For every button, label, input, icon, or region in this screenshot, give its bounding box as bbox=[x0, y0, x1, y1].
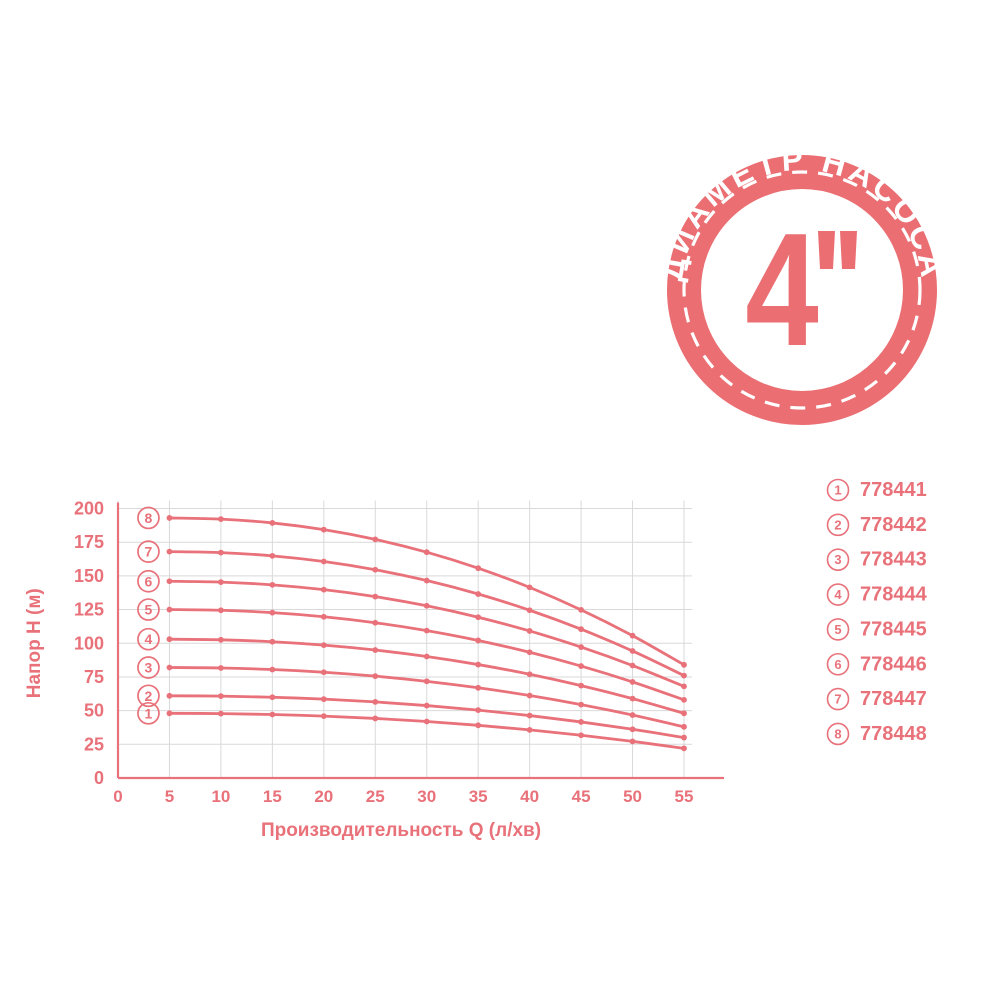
svg-text:778443: 778443 bbox=[860, 549, 927, 571]
svg-text:25: 25 bbox=[366, 787, 385, 806]
svg-text:45: 45 bbox=[572, 787, 591, 806]
svg-text:778447: 778447 bbox=[860, 688, 927, 710]
svg-text:778442: 778442 bbox=[860, 514, 927, 536]
svg-text:35: 35 bbox=[469, 787, 488, 806]
svg-text:15: 15 bbox=[263, 787, 282, 806]
svg-text:40: 40 bbox=[520, 787, 539, 806]
svg-text:5: 5 bbox=[145, 602, 153, 618]
svg-text:Производительность Q (л/хв): Производительность Q (л/хв) bbox=[261, 820, 541, 841]
svg-text:7: 7 bbox=[145, 544, 153, 560]
svg-text:778448: 778448 bbox=[860, 723, 927, 745]
svg-text:150: 150 bbox=[74, 566, 104, 586]
svg-text:50: 50 bbox=[84, 701, 104, 721]
svg-text:2: 2 bbox=[145, 688, 153, 704]
svg-text:4: 4 bbox=[145, 631, 153, 647]
svg-text:778446: 778446 bbox=[860, 653, 927, 675]
svg-text:125: 125 bbox=[74, 600, 104, 620]
svg-text:6: 6 bbox=[834, 657, 841, 672]
svg-text:20: 20 bbox=[314, 787, 333, 806]
svg-text:1: 1 bbox=[834, 483, 841, 498]
svg-text:5: 5 bbox=[834, 622, 841, 637]
svg-text:778441: 778441 bbox=[860, 479, 927, 501]
svg-text:Напор Н (м): Напор Н (м) bbox=[24, 588, 45, 698]
svg-text:3: 3 bbox=[145, 660, 153, 676]
svg-text:5: 5 bbox=[165, 787, 174, 806]
svg-text:8: 8 bbox=[145, 510, 153, 526]
svg-text:778445: 778445 bbox=[860, 618, 927, 640]
svg-text:175: 175 bbox=[74, 532, 104, 552]
svg-text:200: 200 bbox=[74, 499, 104, 519]
svg-text:25: 25 bbox=[84, 734, 104, 754]
svg-text:8: 8 bbox=[834, 726, 841, 741]
svg-text:2: 2 bbox=[834, 517, 841, 532]
svg-text:6: 6 bbox=[145, 573, 153, 589]
svg-text:4: 4 bbox=[834, 587, 842, 602]
svg-text:100: 100 bbox=[74, 633, 104, 653]
svg-text:1: 1 bbox=[145, 705, 153, 721]
svg-text:0: 0 bbox=[113, 787, 122, 806]
svg-text:3: 3 bbox=[834, 552, 841, 567]
svg-text:55: 55 bbox=[675, 787, 694, 806]
svg-text:7: 7 bbox=[834, 692, 841, 707]
svg-text:10: 10 bbox=[211, 787, 230, 806]
svg-text:0: 0 bbox=[94, 768, 104, 788]
svg-text:50: 50 bbox=[623, 787, 642, 806]
svg-text:30: 30 bbox=[417, 787, 436, 806]
svg-text:4: 4 bbox=[745, 201, 819, 380]
svg-text:75: 75 bbox=[84, 667, 104, 687]
svg-text:778444: 778444 bbox=[860, 584, 928, 606]
